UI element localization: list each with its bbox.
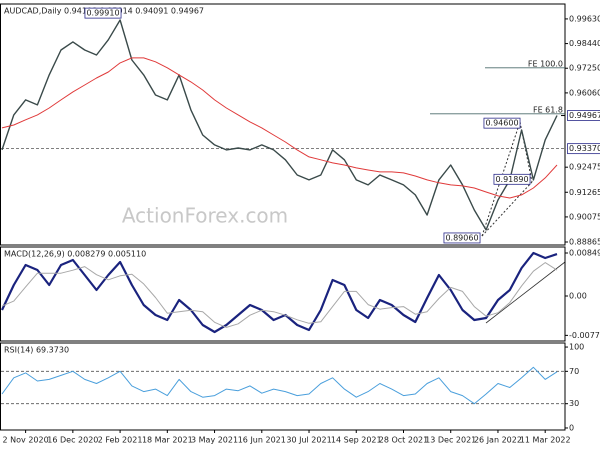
series-line xyxy=(1,366,558,405)
y-tick-label: -0.007778 xyxy=(569,331,600,340)
series-line xyxy=(1,19,558,231)
fe-label: FE 100.0 xyxy=(528,59,563,68)
annotation: 0.91890 xyxy=(495,175,528,184)
x-tick-label: 30 Jul 2021 xyxy=(286,436,331,445)
x-tick-label: 16 Jun 2021 xyxy=(238,436,286,445)
series-line xyxy=(1,251,558,334)
last-price-label: 0.94967 xyxy=(569,111,600,120)
watermark: ActionForex.com xyxy=(122,204,288,228)
y-tick-label: 0 xyxy=(569,423,574,432)
annotation: 0.99910 xyxy=(86,9,119,18)
series-line xyxy=(1,57,558,199)
y-tick-label: 0.88865 xyxy=(569,237,600,246)
series-line xyxy=(1,262,558,328)
x-tick-label: 3 May 2021 xyxy=(191,436,238,445)
last-price-label-box xyxy=(567,110,600,121)
y-tick-label: 0.90075 xyxy=(569,212,600,221)
x-tick-label: 26 Jan 2022 xyxy=(474,436,522,445)
y-tick-label: 0.97250 xyxy=(569,64,600,73)
annotation-box xyxy=(483,117,521,129)
x-tick-label: 11 Mar 2022 xyxy=(520,436,571,445)
y-tick-label: 0.98440 xyxy=(569,39,600,48)
panel-frame xyxy=(0,246,566,342)
annotation: 0.94600 xyxy=(485,119,518,128)
panel-frame xyxy=(0,342,566,431)
y-tick-label: 0.96060 xyxy=(569,88,600,97)
y-tick-label: 0.91265 xyxy=(569,188,600,197)
y-tick-label: 70 xyxy=(569,367,579,376)
panel-title: MACD(12,26,9) 0.008279 0.005110 xyxy=(4,250,146,259)
y-tick-label: 0.008496 xyxy=(569,248,600,257)
annotation: 0.89060 xyxy=(445,233,478,242)
panel-frame xyxy=(0,3,566,246)
x-tick-label: 14 Sep 2021 xyxy=(331,436,382,445)
x-tick-label: 28 Oct 2021 xyxy=(379,436,428,445)
x-tick-label: 18 Mar 2021 xyxy=(142,436,193,445)
x-tick-label: 16 Dec 2020 xyxy=(47,436,98,445)
macd-trendline xyxy=(485,261,566,324)
panel-title: RSI(14) 69.3730 xyxy=(4,346,69,355)
y-tick-label: 0.00 xyxy=(569,291,587,300)
y-tick-label: 100 xyxy=(569,343,584,352)
annotation-box xyxy=(443,232,481,244)
x-tick-label: 2 Nov 2020 xyxy=(3,436,49,445)
annotation-box xyxy=(493,173,531,185)
fe-label: FE 61.8 xyxy=(533,105,563,114)
x-tick-label: 13 Dec 2021 xyxy=(425,436,476,445)
y-tick-label: 0.99630 xyxy=(569,14,600,23)
x-tick-label: 2 Feb 2021 xyxy=(98,436,143,445)
y-tick-label: 30 xyxy=(569,399,579,408)
level-label: 0.93370 xyxy=(569,144,600,153)
annotation-box xyxy=(84,7,122,19)
level-label-box xyxy=(567,143,600,155)
y-tick-label: 0.92475 xyxy=(569,163,600,172)
